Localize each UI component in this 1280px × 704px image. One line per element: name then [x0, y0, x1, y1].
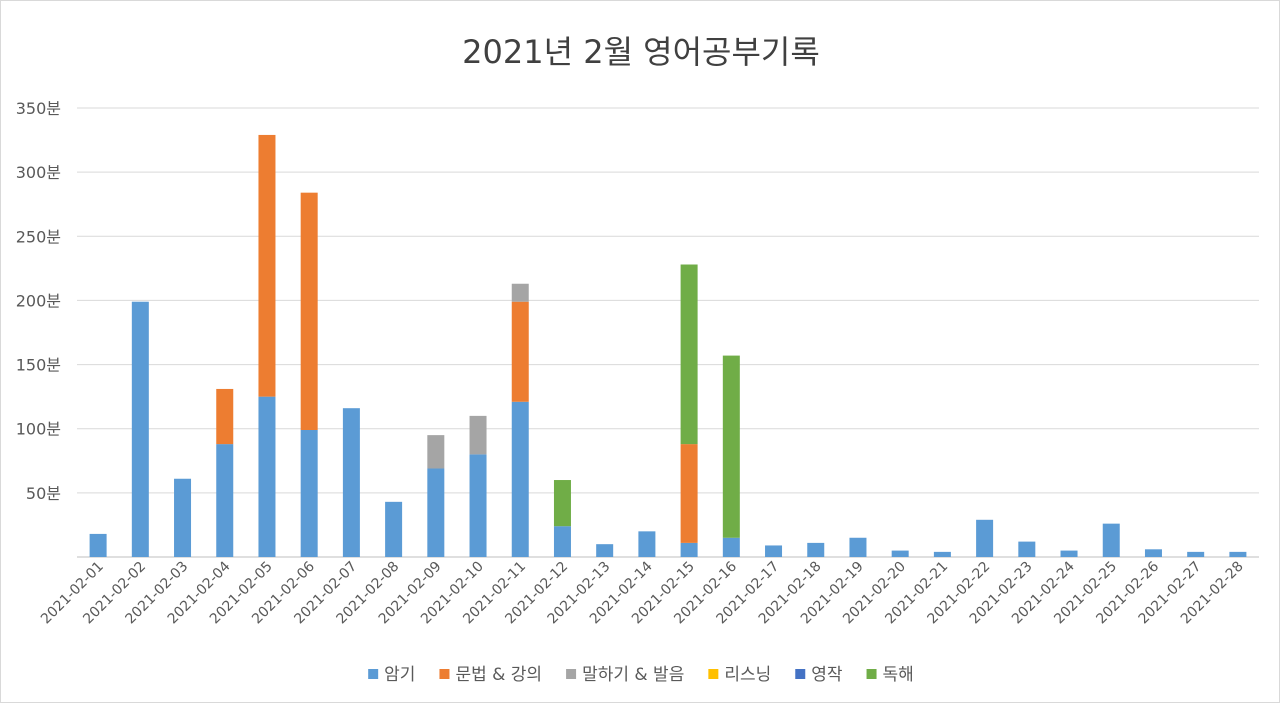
bar-segment	[1187, 551, 1205, 557]
y-tick-label: 200분	[16, 291, 61, 310]
bar-segment	[976, 519, 994, 557]
legend-swatch	[368, 669, 379, 679]
bar-segment	[722, 537, 740, 557]
y-axis-ticks: 50분 100분 150분 200분 250분 300분 350분	[16, 99, 61, 503]
bar-segment	[849, 537, 867, 557]
legend-label: 독해	[883, 665, 914, 685]
bar-segment	[722, 355, 740, 538]
bar-segment	[1144, 549, 1162, 557]
bar-segment	[385, 501, 403, 557]
bar-segment	[174, 478, 192, 557]
bar-segment	[765, 545, 783, 557]
bar-segment	[427, 468, 445, 557]
bar-segment	[469, 415, 487, 455]
chart-title: 2021년 2월 영어공부기록	[462, 33, 820, 71]
bar-segment	[258, 396, 276, 557]
y-tick-label: 250분	[16, 227, 61, 246]
bar-segment	[342, 408, 360, 557]
bar-segment	[216, 388, 234, 445]
y-tick-label: 150분	[16, 356, 61, 375]
bar-segment	[1229, 551, 1247, 557]
y-tick-label: 100분	[16, 420, 61, 439]
gridlines	[77, 107, 1259, 558]
bar-segment	[469, 454, 487, 557]
bars	[89, 134, 1247, 557]
legend-swatch	[439, 669, 450, 679]
legend-label: 영작	[811, 665, 843, 685]
legend-label: 리스닝	[724, 665, 771, 685]
bar-segment	[511, 301, 529, 402]
legend-swatch	[708, 669, 719, 679]
bar-segment	[596, 544, 614, 557]
y-tick-label: 300분	[16, 163, 61, 182]
legend-label: 말하기 & 발음	[582, 665, 684, 685]
bar-segment	[89, 533, 107, 557]
bar-segment	[300, 429, 318, 557]
bar-segment	[216, 444, 234, 557]
bar-segment	[933, 551, 951, 557]
legend-label: 문법 & 강의	[455, 665, 542, 685]
bar-segment	[300, 192, 318, 430]
bar-segment	[553, 526, 571, 557]
y-tick-label: 50분	[26, 484, 61, 503]
bar-segment	[1102, 523, 1120, 557]
x-axis-ticks: 2021-02-012021-02-022021-02-032021-02-04…	[38, 558, 1247, 627]
legend: 암기 문법 & 강의 말하기 & 발음 리스닝 영작 독해	[368, 665, 914, 685]
bar-segment	[891, 550, 909, 557]
bar-segment	[131, 301, 149, 557]
bar-segment	[638, 531, 656, 557]
legend-swatch	[795, 669, 806, 679]
bar-segment	[427, 435, 445, 469]
y-tick-label: 350분	[16, 99, 61, 118]
legend-swatch	[566, 669, 577, 679]
bar-segment	[680, 264, 698, 445]
bar-segment	[511, 401, 529, 557]
bar-segment	[1060, 550, 1078, 557]
legend-label: 암기	[384, 665, 415, 685]
bar-segment	[258, 134, 276, 397]
bar-segment	[511, 283, 529, 302]
bar-segment	[1018, 541, 1036, 557]
bar-segment	[680, 444, 698, 543]
bar-segment	[553, 480, 571, 527]
bar-segment	[807, 542, 825, 557]
legend-swatch	[866, 669, 877, 679]
bar-segment	[680, 542, 698, 557]
